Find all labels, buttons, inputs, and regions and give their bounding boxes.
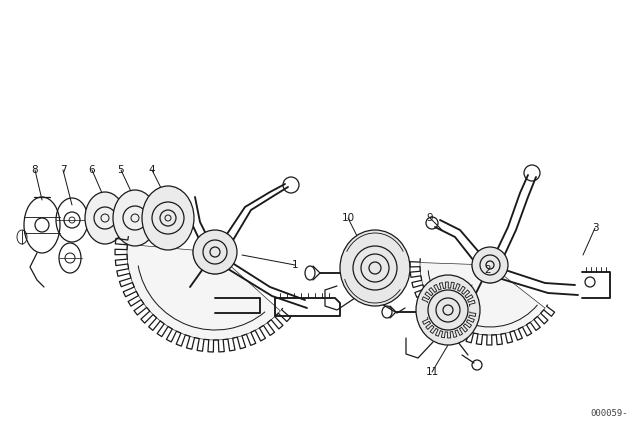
Polygon shape	[420, 263, 545, 335]
Ellipse shape	[113, 190, 157, 246]
Text: 9: 9	[427, 213, 433, 223]
Ellipse shape	[193, 230, 237, 274]
Ellipse shape	[340, 230, 410, 306]
Ellipse shape	[142, 186, 194, 250]
Text: 8: 8	[32, 165, 38, 175]
Text: 10: 10	[341, 213, 355, 223]
Text: 3: 3	[592, 223, 598, 233]
Ellipse shape	[472, 247, 508, 283]
Text: 6: 6	[89, 165, 95, 175]
Text: 1: 1	[292, 260, 298, 270]
Text: 11: 11	[426, 367, 438, 377]
Polygon shape	[127, 244, 280, 340]
Text: 5: 5	[118, 165, 124, 175]
Text: 7: 7	[60, 165, 67, 175]
Text: 4: 4	[148, 165, 156, 175]
Ellipse shape	[85, 192, 125, 244]
Text: 2: 2	[484, 265, 492, 275]
Text: 000059-: 000059-	[590, 409, 628, 418]
Ellipse shape	[416, 275, 480, 345]
